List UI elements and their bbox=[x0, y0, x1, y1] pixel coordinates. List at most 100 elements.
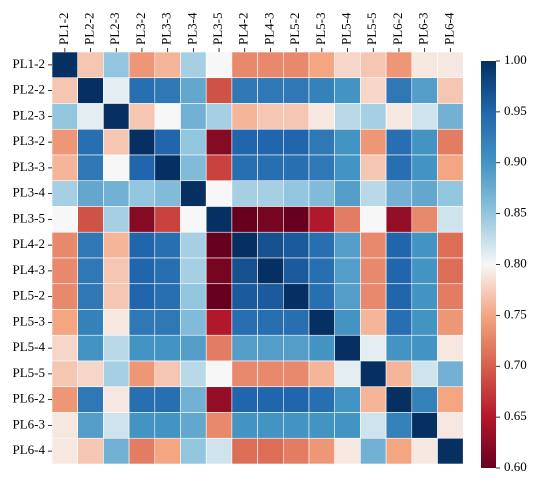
x-tick-label: PL3-3 bbox=[159, 13, 174, 46]
heatmap-cell-PL6-2-PL3-4 bbox=[180, 386, 207, 413]
heatmap-cell-PL5-2-PL5-4 bbox=[334, 283, 361, 310]
heatmap-cell-PL3-4-PL5-2 bbox=[282, 180, 310, 207]
heatmap-cell-PL6-3-PL4-3 bbox=[257, 412, 284, 439]
heatmap-cell-PL2-2-PL1-2 bbox=[51, 77, 79, 104]
heatmap-cell-PL5-3-PL1-2 bbox=[51, 309, 79, 336]
heatmap-cell-PL5-2-PL2-2 bbox=[77, 283, 104, 310]
heatmap-cell-PL3-4-PL3-2 bbox=[128, 180, 156, 207]
y-tick-label: PL6-4 bbox=[13, 442, 46, 457]
heatmap-cell-PL6-2-PL5-5 bbox=[360, 386, 387, 413]
heatmap-cell-PL1-2-PL5-4 bbox=[334, 51, 361, 79]
heatmap-cell-PL2-3-PL6-4 bbox=[437, 103, 464, 130]
heatmap-cell-PL3-5-PL3-3 bbox=[154, 206, 181, 233]
heatmap-cell-PL5-2-PL5-2 bbox=[282, 283, 310, 310]
colorbar-tick-label: 0.60 bbox=[504, 459, 527, 474]
heatmap-cell-PL2-3-PL6-3 bbox=[411, 103, 438, 130]
heatmap-cell-PL3-4-PL6-2 bbox=[385, 180, 413, 207]
heatmap-cell-PL3-4-PL4-3 bbox=[257, 180, 284, 207]
heatmap-cell-PL4-3-PL1-2 bbox=[51, 257, 79, 285]
heatmap-cell-PL6-3-PL6-3 bbox=[411, 412, 438, 439]
heatmap-cell-PL5-5-PL2-3 bbox=[103, 360, 130, 388]
heatmap-cell-PL2-3-PL5-2 bbox=[282, 103, 310, 130]
x-tick-label: PL4-2 bbox=[236, 13, 251, 46]
x-tick-label: PL3-2 bbox=[133, 13, 148, 46]
heatmap-cell-PL6-2-PL6-4 bbox=[437, 386, 464, 413]
colorbar: 0.60 0.65 0.70 0.75 0.80 0.85 0.90 0.95 1.00 bbox=[481, 52, 527, 474]
heatmap-cell-PL6-3-PL6-4 bbox=[437, 412, 464, 439]
y-tick-label: PL4-2 bbox=[13, 236, 46, 251]
heatmap-cell-PL5-4-PL5-3 bbox=[308, 334, 336, 362]
heatmap-cell-PL2-3-PL3-4 bbox=[180, 103, 207, 130]
heatmap-cell-PL2-2-PL4-3 bbox=[257, 77, 284, 104]
heatmap-cell-PL2-3-PL5-4 bbox=[334, 103, 361, 130]
heatmap-cell-PL6-2-PL6-2 bbox=[385, 386, 413, 413]
heatmap-cell-PL6-3-PL4-2 bbox=[231, 412, 258, 439]
heatmap-cell-PL3-3-PL3-3 bbox=[154, 154, 181, 182]
heatmap-cell-PL6-4-PL4-3 bbox=[257, 437, 284, 465]
heatmap-cell-PL6-3-PL3-5 bbox=[205, 412, 233, 439]
heatmap-cell-PL3-5-PL2-3 bbox=[103, 206, 130, 233]
y-tick-label: PL2-2 bbox=[13, 82, 46, 97]
heatmap-cell-PL5-2-PL6-4 bbox=[437, 283, 464, 310]
heatmap-cell-PL6-4-PL5-3 bbox=[308, 437, 336, 465]
y-tick-label: PL5-2 bbox=[13, 288, 46, 303]
heatmap-cell-PL6-2-PL5-4 bbox=[334, 386, 361, 413]
heatmap-cell-PL2-2-PL6-4 bbox=[437, 77, 464, 104]
heatmap-cell-PL4-2-PL1-2 bbox=[51, 231, 79, 259]
heatmap-cell-PL5-3-PL6-2 bbox=[385, 309, 413, 336]
heatmap-cell-PL6-4-PL2-3 bbox=[103, 437, 130, 465]
heatmap-cell-PL3-5-PL4-3 bbox=[257, 206, 284, 233]
heatmap-cell-PL6-4-PL3-2 bbox=[128, 437, 156, 465]
heatmap-cell-PL3-3-PL3-5 bbox=[205, 154, 233, 182]
x-tick-label: PL5-5 bbox=[364, 13, 379, 46]
heatmap-cell-PL1-2-PL5-3 bbox=[308, 51, 336, 79]
heatmap-cell-PL6-2-PL4-2 bbox=[231, 386, 258, 413]
heatmap-cell-PL2-3-PL2-3 bbox=[103, 103, 130, 130]
y-tick-label: PL3-2 bbox=[13, 133, 46, 148]
heatmap-cell-PL4-2-PL6-4 bbox=[437, 231, 464, 259]
heatmap-cell-PL4-3-PL3-4 bbox=[180, 257, 207, 285]
heatmap-cell-PL3-2-PL6-4 bbox=[437, 128, 464, 156]
heatmap-cell-PL5-2-PL3-3 bbox=[154, 283, 181, 310]
heatmap-cell-PL2-3-PL1-2 bbox=[51, 103, 79, 130]
heatmap-cell-PL3-5-PL3-2 bbox=[128, 206, 156, 233]
heatmap-cell-PL4-2-PL6-3 bbox=[411, 231, 438, 259]
heatmap-cells bbox=[51, 51, 464, 465]
heatmap-cell-PL5-5-PL5-4 bbox=[334, 360, 361, 388]
heatmap-cell-PL5-3-PL5-5 bbox=[360, 309, 387, 336]
heatmap-cell-PL6-3-PL3-4 bbox=[180, 412, 207, 439]
heatmap-cell-PL5-3-PL3-2 bbox=[128, 309, 156, 336]
heatmap-cell-PL2-3-PL5-5 bbox=[360, 103, 387, 130]
heatmap-cell-PL3-5-PL5-3 bbox=[308, 206, 336, 233]
heatmap-cell-PL6-4-PL3-3 bbox=[154, 437, 181, 465]
colorbar-tick-label: 0.70 bbox=[504, 357, 527, 372]
heatmap-cell-PL6-4-PL6-2 bbox=[385, 437, 413, 465]
y-tick-label: PL5-5 bbox=[13, 365, 46, 380]
heatmap-cell-PL3-4-PL3-5 bbox=[205, 180, 233, 207]
heatmap-cell-PL6-3-PL3-3 bbox=[154, 412, 181, 439]
y-tick-labels: PL1-2 PL2-2 PL2-3 PL3-2 PL3-3 PL3-4 PL3-5 PL4-2… bbox=[13, 56, 52, 457]
heatmap-cell-PL6-3-PL2-3 bbox=[103, 412, 130, 439]
heatmap-cell-PL3-5-PL5-4 bbox=[334, 206, 361, 233]
heatmap-cell-PL6-3-PL5-3 bbox=[308, 412, 336, 439]
heatmap-cell-PL3-3-PL5-2 bbox=[282, 154, 310, 182]
heatmap-cell-PL3-3-PL5-3 bbox=[308, 154, 336, 182]
heatmap-cell-PL1-2-PL3-2 bbox=[128, 51, 156, 79]
heatmap-cell-PL4-2-PL2-3 bbox=[103, 231, 130, 259]
heatmap-cell-PL1-2-PL4-3 bbox=[257, 51, 284, 79]
x-tick-label: PL2-2 bbox=[82, 13, 97, 46]
heatmap-cell-PL1-2-PL5-2 bbox=[282, 51, 310, 79]
heatmap-cell-PL4-2-PL3-5 bbox=[205, 231, 233, 259]
heatmap-cell-PL2-2-PL5-3 bbox=[308, 77, 336, 104]
heatmap-cell-PL5-5-PL5-5 bbox=[360, 360, 387, 388]
heatmap-cell-PL5-4-PL3-4 bbox=[180, 334, 207, 362]
heatmap-cell-PL3-4-PL3-3 bbox=[154, 180, 181, 207]
heatmap-cell-PL5-2-PL2-3 bbox=[103, 283, 130, 310]
heatmap-cell-PL5-3-PL3-3 bbox=[154, 309, 181, 336]
heatmap-cell-PL5-2-PL6-3 bbox=[411, 283, 438, 310]
heatmap-cell-PL6-3-PL5-5 bbox=[360, 412, 387, 439]
heatmap-cell-PL3-2-PL3-5 bbox=[205, 128, 233, 156]
heatmap-cell-PL3-2-PL3-2 bbox=[128, 128, 156, 156]
x-tick-label: PL6-2 bbox=[390, 13, 405, 46]
